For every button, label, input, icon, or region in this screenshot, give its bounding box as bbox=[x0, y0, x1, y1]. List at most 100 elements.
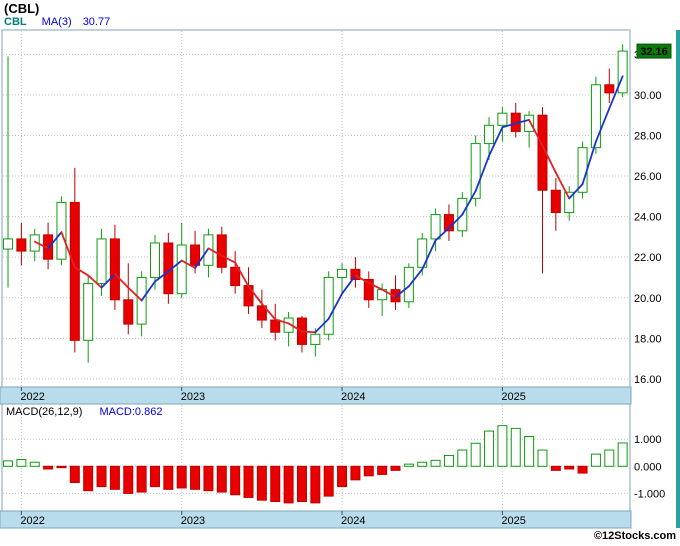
ma-line-segment bbox=[528, 119, 544, 147]
macd-bar-negative bbox=[243, 465, 254, 498]
price-axis-label: 24.00 bbox=[634, 212, 662, 224]
year-label: 2022 bbox=[20, 391, 44, 403]
candle-body bbox=[590, 84, 601, 149]
macd-axis-label: -1.000 bbox=[634, 488, 665, 500]
ma-line-segment bbox=[73, 266, 90, 277]
xaxis-band-bottom bbox=[0, 510, 632, 529]
macd-bar-positive bbox=[537, 449, 548, 467]
candle-body bbox=[363, 278, 374, 301]
ma-line-segment bbox=[354, 274, 370, 284]
candle-body bbox=[190, 244, 201, 266]
macd-bar-positive bbox=[497, 425, 508, 467]
candle-body bbox=[310, 333, 321, 345]
price-panel bbox=[1, 29, 631, 388]
macd-bar-positive bbox=[524, 436, 535, 467]
ma-line-segment bbox=[127, 286, 143, 302]
candle-body bbox=[216, 234, 227, 268]
ma-line-segment bbox=[87, 274, 103, 289]
ma-line-segment bbox=[301, 330, 317, 334]
year-label: 2024 bbox=[341, 515, 365, 527]
macd-bar-negative bbox=[296, 465, 307, 503]
macd-bar-negative bbox=[96, 465, 107, 488]
ma-line-segment bbox=[461, 190, 477, 216]
candle-body bbox=[83, 283, 94, 341]
candle-body bbox=[564, 191, 575, 214]
year-label: 2022 bbox=[20, 515, 44, 527]
candle-body bbox=[484, 124, 495, 145]
macd-bar-negative bbox=[377, 465, 388, 475]
ma-line-segment bbox=[581, 140, 597, 186]
macd-bar-negative bbox=[83, 465, 94, 492]
candle-body bbox=[577, 147, 588, 193]
macd-bar-negative bbox=[577, 465, 588, 474]
macd-axis-label: 1.000 bbox=[634, 434, 662, 446]
candle-body bbox=[96, 238, 107, 285]
candle-body bbox=[123, 299, 134, 325]
candle-body bbox=[403, 266, 414, 303]
ma-line-segment bbox=[474, 154, 490, 192]
ma-line-segment bbox=[140, 280, 156, 302]
ma-line-segment bbox=[595, 107, 611, 143]
candle-body bbox=[270, 319, 281, 333]
symbol-label: CBL bbox=[4, 16, 27, 28]
candle-body bbox=[256, 305, 267, 321]
macd-bar-negative bbox=[337, 465, 348, 488]
macd-bar-positive bbox=[29, 461, 40, 467]
candle-body bbox=[3, 238, 14, 250]
macd-bar-positive bbox=[510, 427, 521, 467]
last-price-tag-label: 32.16 bbox=[640, 46, 668, 58]
year-label: 2025 bbox=[501, 391, 525, 403]
ma-line-segment bbox=[568, 183, 584, 200]
ma-line-segment bbox=[180, 259, 196, 269]
ma-line-segment bbox=[514, 119, 531, 125]
ma-line-segment bbox=[287, 322, 303, 333]
ma-line-segment bbox=[381, 288, 397, 298]
macd-bar-negative bbox=[163, 465, 174, 490]
macd-bar-negative bbox=[56, 465, 67, 469]
macd-bar-negative bbox=[283, 465, 294, 504]
price-axis-label: 16.00 bbox=[634, 374, 662, 386]
macd-bar-positive bbox=[590, 453, 601, 467]
macd-bar-negative bbox=[149, 465, 160, 488]
ma-line-segment bbox=[554, 171, 571, 200]
ma-line-segment bbox=[448, 213, 464, 230]
candle-body bbox=[390, 289, 401, 303]
candle-body bbox=[617, 50, 628, 94]
ma-line-segment bbox=[394, 285, 410, 298]
macd-bar-negative bbox=[550, 465, 561, 471]
candle-body bbox=[243, 285, 254, 307]
ma-line-segment bbox=[274, 318, 290, 325]
macd-bar-positive bbox=[403, 463, 414, 467]
macd-bar-negative bbox=[203, 465, 214, 492]
macd-bar-negative bbox=[190, 465, 201, 490]
macd-bar-negative bbox=[136, 465, 147, 493]
macd-bar-positive bbox=[430, 459, 441, 467]
candle-body bbox=[149, 242, 160, 278]
macd-bar-negative bbox=[123, 465, 134, 494]
price-axis-label: 28.00 bbox=[634, 130, 662, 142]
candle-body bbox=[524, 114, 535, 132]
macd-bar-positive bbox=[443, 454, 454, 467]
macd-axis-label: 0.000 bbox=[634, 461, 662, 473]
ma-line-segment bbox=[154, 270, 170, 283]
candle-body bbox=[604, 84, 615, 94]
ma-line-segment bbox=[341, 274, 357, 295]
ma-value: 30.77 bbox=[82, 16, 111, 28]
ma-line-segment bbox=[407, 268, 424, 288]
candle-body bbox=[470, 143, 481, 199]
ma-line-segment bbox=[33, 240, 49, 250]
ma-line-segment bbox=[608, 75, 624, 110]
macd-legend: MACD(26,12,9) MACD:0.862 bbox=[6, 406, 162, 418]
macd-bar-negative bbox=[390, 465, 401, 471]
price-axis-label: 26.00 bbox=[634, 171, 662, 183]
macd-bar-negative bbox=[323, 465, 334, 497]
candle-body bbox=[350, 268, 361, 280]
chart-legend: CBL MA(3) 30.77 bbox=[4, 16, 110, 28]
year-label: 2024 bbox=[341, 391, 365, 403]
ma-line-segment bbox=[501, 122, 517, 129]
ma-line-segment bbox=[260, 302, 277, 321]
candle-body bbox=[16, 238, 27, 252]
ma-line-segment bbox=[167, 259, 183, 273]
macd-bar-positive bbox=[617, 442, 628, 467]
